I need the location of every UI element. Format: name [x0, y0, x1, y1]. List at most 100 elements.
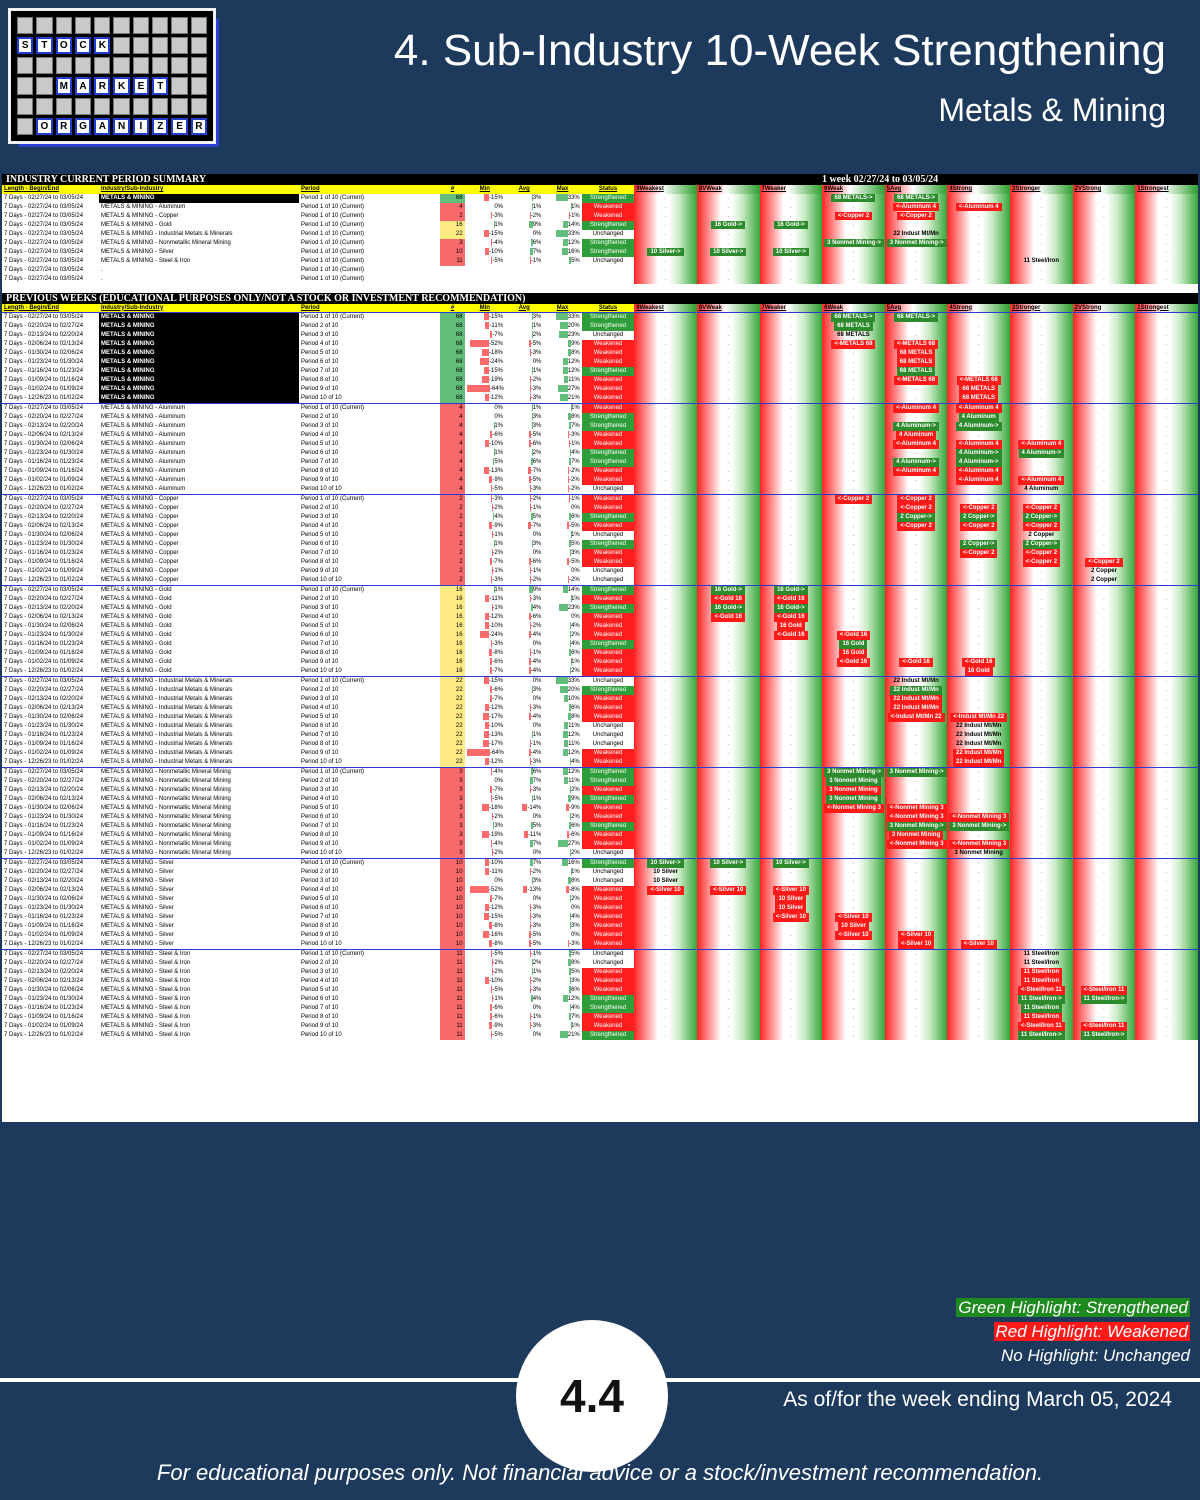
length-cell: 7 Days - 02/13/24 to 02/20/24 — [4, 514, 84, 521]
rank-cell: . — [1135, 376, 1198, 386]
rank-cell: . — [696, 795, 760, 805]
rank-cell: <-Copper 2 — [884, 522, 948, 532]
rank-cell: . — [1010, 676, 1073, 687]
summary-section-title: INDUSTRY CURRENT PERIOD SUMMARY 1 week 0… — [2, 174, 1198, 185]
count-cell: 2 — [440, 504, 465, 514]
rank-cell: . — [634, 485, 697, 495]
rank-tag: <-Nonmet Mining 3 — [886, 840, 947, 849]
rank-cell: . — [1135, 667, 1198, 677]
min-cell: -2% — [465, 968, 505, 977]
length-cell: 7 Days - 01/30/24 to 02/06/24 — [4, 714, 84, 721]
rank-cell: . — [634, 494, 697, 505]
rank-cell: . — [634, 349, 697, 359]
rank-cell: . — [1072, 440, 1136, 450]
max-cell: 12% — [543, 731, 581, 740]
rank-cell: <-Gold 16 — [759, 631, 823, 641]
industry-cell: METALS & MINING - Steel & Iron — [100, 1014, 191, 1021]
data-bar — [485, 859, 489, 867]
count-cell: 11 — [440, 1004, 465, 1014]
max-cell: 11% — [543, 740, 581, 749]
value-text: 14% — [567, 587, 580, 594]
rank-tag: 2 Copper-> — [959, 540, 998, 549]
rank-tag: 3 Nonmet Mining — [954, 850, 1003, 857]
rank-cell: . — [759, 986, 823, 996]
min-cell: -24% — [465, 358, 505, 367]
value-text: 3% — [532, 414, 542, 421]
data-bar — [557, 840, 568, 848]
rank-cell: . — [1010, 274, 1073, 284]
data-bar — [569, 758, 572, 766]
value-text: -64% — [489, 386, 504, 393]
rank-tag: 10 Silver-> — [772, 247, 809, 257]
rank-cell: . — [1135, 631, 1198, 641]
value-text: -1% — [492, 568, 503, 575]
value-text: 0% — [494, 878, 503, 885]
rank-tag: <-METALS 68 — [831, 340, 876, 349]
avg-cell: -3% — [505, 394, 543, 404]
value-text: 6% — [571, 650, 580, 657]
count-cell: 22 — [440, 749, 465, 759]
value-text: -12% — [488, 395, 503, 402]
rank-cell: . — [759, 968, 823, 978]
value-text: 1% — [532, 323, 542, 330]
length-cell: 7 Days - 02/13/24 to 02/20/24 — [4, 787, 84, 794]
rank-cell: . — [822, 413, 885, 423]
logo-tile — [17, 97, 34, 115]
value-text: 0% — [532, 230, 542, 237]
rank-tag: 10 Silver — [653, 869, 678, 876]
rank-cell: . — [947, 895, 1011, 905]
industry-cell: METALS & MINING - Industrial Metals & Mi… — [100, 705, 233, 712]
data-bar — [561, 859, 568, 867]
rank-cell: . — [759, 558, 823, 568]
rank-cell: 10 Silver — [634, 868, 697, 878]
rank-cell: . — [884, 986, 948, 996]
rank-cell: . — [634, 795, 697, 805]
rank-cell: . — [759, 695, 823, 705]
industry-cell: METALS & MINING - Industrial Metals & Mi… — [100, 723, 233, 730]
rank-tag: <-Steel/Iron 11 — [1017, 986, 1065, 995]
data-bar — [485, 722, 489, 730]
rank-cell: . — [759, 504, 823, 514]
rank-cell: . — [1135, 1031, 1198, 1041]
length-cell: 7 Days - 01/30/24 to 02/06/24 — [4, 896, 84, 903]
value-text: -4% — [530, 659, 542, 666]
value-text: -3% — [530, 395, 542, 402]
summary-table: Length - Begin/End Industry/Sub-Industry P… — [2, 185, 1198, 284]
rank-cell: . — [1010, 786, 1073, 796]
rank-cell: . — [1010, 376, 1073, 386]
spreadsheet: INDUSTRY CURRENT PERIOD SUMMARY 1 week 0… — [2, 174, 1198, 1122]
industry-cell: METALS & MINING — [98, 340, 299, 350]
industry-cell: METALS & MINING — [98, 349, 299, 359]
data-bar — [528, 440, 531, 448]
rank-cell: . — [1072, 531, 1136, 541]
logo-tile — [94, 17, 111, 35]
status-cell: Unchanged — [592, 257, 624, 264]
rank-tag: 2 Copper-> — [959, 513, 998, 522]
industry-cell: METALS & MINING - Steel & Iron — [100, 996, 191, 1003]
min-cell: -15% — [465, 229, 505, 239]
rank-cell: . — [1072, 540, 1136, 550]
data-bar — [491, 640, 493, 648]
rank-cell: <-Copper 2 — [947, 504, 1011, 514]
value-text: 27% — [567, 841, 580, 848]
rank-cell: . — [884, 649, 948, 659]
rank-cell: . — [884, 394, 948, 404]
data-bar — [490, 1004, 493, 1012]
rank-cell: . — [1010, 931, 1073, 941]
min-cell: -7% — [465, 786, 505, 795]
length-cell: 7 Days - 02/13/24 to 02/20/24 — [4, 605, 84, 612]
count-cell: 4 — [440, 440, 465, 450]
max-cell: 12% — [543, 749, 581, 758]
count-cell: 11 — [440, 256, 465, 266]
max-cell: 16% — [543, 858, 582, 869]
value-text: 4% — [494, 514, 503, 521]
rank-cell: <-Aluminum 4 — [884, 202, 948, 212]
rank-cell: . — [884, 549, 948, 559]
value-text: 0% — [532, 814, 542, 821]
min-cell: -6% — [465, 1013, 505, 1022]
history-row: 7 Days - 01/02/24 to 01/09/24 METALS & MI… — [2, 749, 1198, 759]
logo-tile — [113, 17, 130, 35]
industry-cell: METALS & MINING - Industrial Metals & Mi… — [98, 676, 299, 687]
value-text: 21% — [567, 395, 580, 402]
rank-cell: . — [634, 777, 697, 787]
